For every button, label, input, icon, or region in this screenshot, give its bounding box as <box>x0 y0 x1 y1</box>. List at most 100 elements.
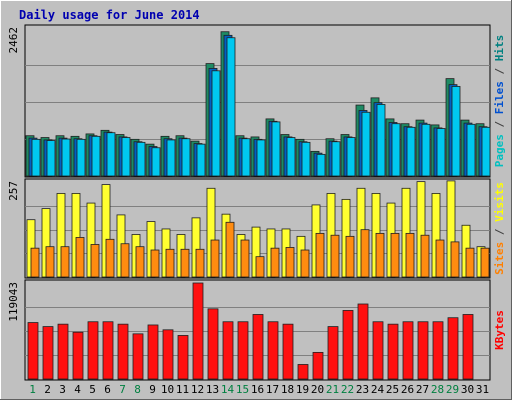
x-tick-label-day-1: 1 <box>29 383 36 396</box>
visits-bar-sites-day-21 <box>330 234 340 278</box>
visits-legend-part: Visits <box>493 182 506 222</box>
visits-bar-sites-day-28 <box>435 239 445 278</box>
kbytes-bar-kbytes-day-26 <box>402 321 414 380</box>
hits-bar-pages-day-11 <box>181 138 191 177</box>
hits-bar-pages-day-13 <box>211 70 221 177</box>
kbytes-bar-kbytes-day-2 <box>42 326 54 380</box>
x-tick-label-day-20: 20 <box>311 383 324 396</box>
visits-legend-part: / <box>493 222 506 242</box>
hits-bar-pages-day-17 <box>271 121 281 177</box>
kbytes-bar-kbytes-day-13 <box>207 308 219 380</box>
visits-bar-sites-day-24 <box>375 232 385 278</box>
kbytes-bar-kbytes-day-6 <box>102 321 114 380</box>
visits-bar-sites-day-5 <box>90 244 100 278</box>
visits-bar-sites-day-25 <box>390 232 400 278</box>
visits-bar-sites-day-12 <box>195 248 205 278</box>
hits-bar-pages-day-2 <box>46 140 56 177</box>
visits-bar-sites-day-17 <box>270 247 280 278</box>
kbytes-bar-kbytes-day-3 <box>57 323 69 380</box>
visits-bar-sites-day-10 <box>165 248 175 278</box>
visits-bar-sites-day-22 <box>345 235 355 278</box>
kbytes-bar-kbytes-day-25 <box>387 323 399 380</box>
visits-panel: 257 Sites / Visits <box>7 178 506 279</box>
kbytes-bar-kbytes-day-10 <box>162 329 174 380</box>
visits-bar-sites-day-13 <box>210 239 220 278</box>
kbytes-bar-kbytes-day-28 <box>432 321 444 380</box>
visits-bar-sites-day-19 <box>300 249 310 278</box>
chart-title: Daily usage for June 2014 <box>19 8 200 22</box>
hits-bar-pages-day-18 <box>286 137 296 177</box>
x-axis-tick-labels: 1 2 3 4 5 6 7 8 9 10 11 12 13 14 15 16 17 18 19 20 21 22 23 24 2… <box>29 383 489 396</box>
hits-legend-part: / <box>493 114 506 134</box>
visits-legend: Sites / Visits <box>493 182 506 275</box>
hits-bar-pages-day-15 <box>241 138 251 177</box>
kbytes-bar-kbytes-day-5 <box>87 321 99 380</box>
x-tick-label-day-28: 28 <box>431 383 444 396</box>
chart-panels: 2462 Pages / Files / Hits 257 Sites / Visit… <box>7 24 506 381</box>
hits-bar-pages-day-31 <box>481 126 491 177</box>
hits-bar-pages-day-6 <box>106 132 116 177</box>
hits-bar-pages-day-3 <box>61 138 71 177</box>
hits-bar-pages-day-26 <box>406 126 416 177</box>
kbytes-bar-kbytes-day-18 <box>282 323 294 380</box>
kbytes-bar-kbytes-day-4 <box>72 331 84 380</box>
x-tick-label-day-31: 31 <box>476 383 489 396</box>
hits-bar-pages-day-21 <box>331 141 341 177</box>
visits-bar-sites-day-8 <box>135 246 145 278</box>
kbytes-y-max-label: 119043 <box>7 282 20 322</box>
visits-bar-sites-day-1 <box>30 247 40 278</box>
visits-y-max-label: 257 <box>7 181 20 201</box>
x-tick-label-day-16: 16 <box>251 383 264 396</box>
kbytes-bar-kbytes-day-21 <box>327 326 339 380</box>
visits-bar-sites-day-20 <box>315 232 325 278</box>
x-tick-label-day-7: 7 <box>119 383 126 396</box>
x-tick-label-day-21: 21 <box>326 383 339 396</box>
visits-bar-sites-day-6 <box>105 238 115 278</box>
x-tick-label-day-12: 12 <box>191 383 204 396</box>
x-tick-label-day-23: 23 <box>356 383 369 396</box>
visits-bar-sites-day-27 <box>420 234 430 278</box>
visits-bar-sites-day-9 <box>150 249 160 278</box>
x-tick-label-day-27: 27 <box>416 383 429 396</box>
hits-bar-pages-day-9 <box>151 147 161 177</box>
hits-legend-part: Hits <box>493 35 506 62</box>
visits-bar-sites-day-29 <box>450 241 460 278</box>
x-tick-label-day-18: 18 <box>281 383 294 396</box>
visits-bar-sites-day-23 <box>360 229 370 278</box>
x-tick-label-day-10: 10 <box>161 383 174 396</box>
kbytes-bar-kbytes-day-24 <box>372 321 384 380</box>
hits-bar-pages-day-27 <box>421 123 431 177</box>
kbytes-legend: KBytes <box>493 310 506 350</box>
x-tick-label-day-24: 24 <box>371 383 385 396</box>
kbytes-bar-kbytes-day-12 <box>192 282 204 380</box>
kbytes-bar-kbytes-day-15 <box>237 321 249 380</box>
visits-bar-sites-day-7 <box>120 243 130 278</box>
x-tick-label-day-11: 11 <box>176 383 189 396</box>
x-tick-label-day-14: 14 <box>221 383 235 396</box>
x-tick-label-day-8: 8 <box>134 383 141 396</box>
kbytes-bar-kbytes-day-16 <box>252 314 264 380</box>
visits-bar-sites-day-15 <box>240 239 250 278</box>
x-tick-label-day-6: 6 <box>104 383 111 396</box>
hits-legend: Pages / Files / Hits <box>493 35 506 168</box>
hits-bar-pages-day-30 <box>466 123 476 177</box>
visits-bar-sites-day-31 <box>480 247 490 278</box>
kbytes-bar-kbytes-day-11 <box>177 335 189 380</box>
hits-bar-pages-day-14 <box>226 37 236 177</box>
visits-bar-sites-day-26 <box>405 232 415 278</box>
hits-legend-part: Pages <box>493 134 506 167</box>
x-tick-label-day-3: 3 <box>59 383 66 396</box>
hits-panel: 2462 Pages / Files / Hits <box>7 24 506 178</box>
hits-bar-pages-day-4 <box>76 138 86 177</box>
x-tick-label-day-19: 19 <box>296 383 309 396</box>
hits-bar-pages-day-28 <box>436 128 446 177</box>
kbytes-bar-kbytes-day-29 <box>447 317 459 380</box>
kbytes-bar-kbytes-day-1 <box>27 322 39 380</box>
visits-bar-sites-day-4 <box>75 237 85 278</box>
kbytes-bar-kbytes-day-17 <box>267 321 279 380</box>
hits-bar-pages-day-1 <box>31 138 41 177</box>
kbytes-bar-kbytes-day-7 <box>117 323 129 380</box>
kbytes-bar-kbytes-day-30 <box>462 314 474 380</box>
kbytes-bar-kbytes-day-9 <box>147 324 159 380</box>
